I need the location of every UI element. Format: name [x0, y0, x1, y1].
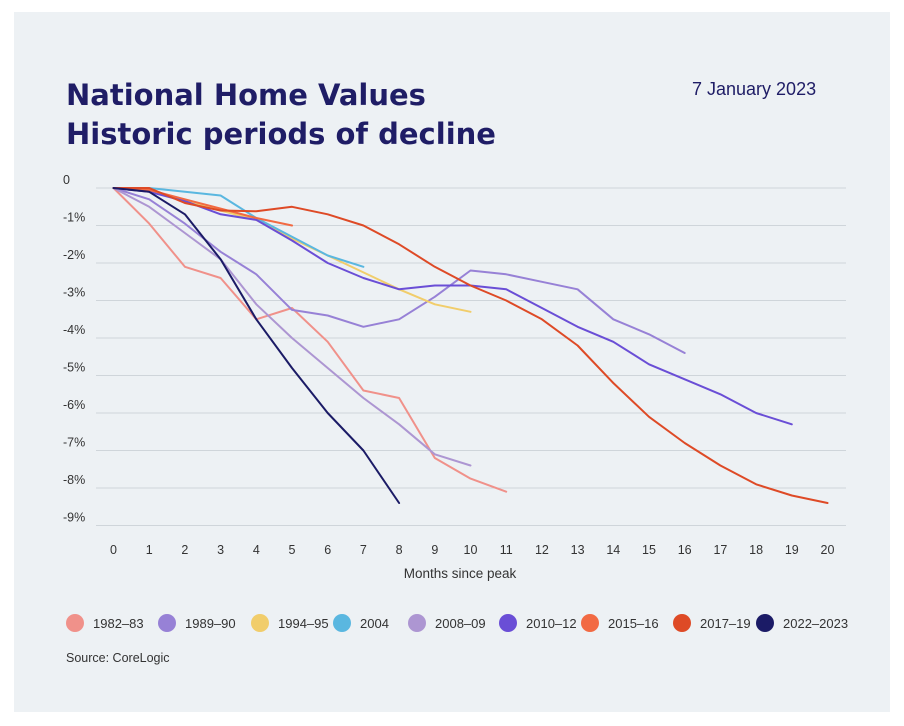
x-tick-label-4: 4: [253, 543, 260, 557]
x-tick-label-19: 19: [785, 543, 799, 557]
x-tick-label-12: 12: [535, 543, 549, 557]
x-tick-label-5: 5: [289, 543, 296, 557]
y-tick-label-7: -7%: [63, 436, 85, 450]
y-tick-label-2: -2%: [63, 248, 85, 262]
legend-label-1: 1989–90: [185, 615, 236, 631]
x-tick-label-14: 14: [606, 543, 620, 557]
chart-card: [14, 12, 890, 712]
legend-item-2: 1994–95: [251, 612, 329, 634]
legend-label-7: 2017–19: [700, 615, 751, 631]
chart-date: 7 January 2023: [692, 79, 817, 99]
y-tick-label-5: -5%: [63, 361, 85, 375]
legend-item-1: 1989–90: [158, 612, 236, 634]
chart-title: National Home Values Historic periods of…: [66, 76, 496, 154]
legend-label-6: 2015–16: [608, 615, 659, 631]
legend-swatch-7: [673, 614, 691, 632]
x-tick-label-16: 16: [678, 543, 692, 557]
legend-label-5: 2010–12: [526, 615, 577, 631]
x-tick-label-18: 18: [749, 543, 763, 557]
y-tick-label-3: -3%: [63, 286, 85, 300]
chart-legend: 1982–83 1989–90 1994–95 2004 2008–09 2010–12 2…: [66, 612, 886, 634]
series-line-8: [112, 187, 401, 504]
x-axis-label: Months since peak: [404, 566, 517, 581]
chart-title-line2: Historic periods of decline: [66, 117, 496, 151]
legend-swatch-2: [251, 614, 269, 632]
x-tick-label-7: 7: [360, 543, 367, 557]
legend-label-2: 1994–95: [278, 615, 329, 631]
legend-item-5: 2010–12: [499, 612, 577, 634]
x-tick-label-3: 3: [217, 543, 224, 557]
x-tick-label-13: 13: [571, 543, 585, 557]
legend-label-3: 2004: [360, 615, 389, 631]
legend-label-0: 1982–83: [93, 615, 144, 631]
legend-swatch-3: [333, 614, 351, 632]
x-tick-label-15: 15: [642, 543, 656, 557]
legend-item-3: 2004: [333, 612, 389, 634]
series-line-3: [112, 187, 365, 268]
y-tick-label-8: -8%: [63, 473, 85, 487]
series-line-6: [112, 187, 293, 227]
legend-item-7: 2017–19: [673, 612, 751, 634]
y-tick-label-9: -9%: [63, 511, 85, 525]
y-tick-label-4: -4%: [63, 323, 85, 337]
y-tick-label-6: -6%: [63, 398, 85, 412]
x-tick-label-6: 6: [324, 543, 331, 557]
legend-item-6: 2015–16: [581, 612, 659, 634]
legend-swatch-6: [581, 614, 599, 632]
legend-swatch-0: [66, 614, 84, 632]
legend-label-4: 2008–09: [435, 615, 486, 631]
legend-label-8: 2022–2023: [783, 615, 849, 631]
x-tick-label-0: 0: [110, 543, 117, 557]
series-line-7: [112, 187, 829, 504]
x-tick-label-20: 20: [821, 543, 835, 557]
x-tick-label-17: 17: [713, 543, 727, 557]
legend-swatch-5: [499, 614, 517, 632]
y-tick-label-1: -1%: [63, 211, 85, 225]
source-note: Source: CoreLogic: [66, 651, 170, 665]
series-line-0: [112, 187, 508, 493]
x-tick-label-11: 11: [500, 543, 513, 557]
x-tick-label-1: 1: [146, 543, 153, 557]
series-line-1: [112, 187, 686, 354]
series-line-4: [112, 187, 472, 467]
legend-item-0: 1982–83: [66, 612, 144, 634]
x-tick-label-9: 9: [431, 543, 438, 557]
legend-item-8: 2022–2023: [756, 612, 848, 634]
chart-title-line1: National Home Values: [66, 78, 426, 112]
series-line-5: [112, 187, 793, 426]
y-tick-label-0: 0: [63, 173, 70, 187]
legend-item-4: 2008–09: [408, 612, 486, 634]
legend-swatch-8: [756, 614, 774, 632]
legend-swatch-4: [408, 614, 426, 632]
x-tick-label-10: 10: [464, 543, 478, 557]
x-tick-label-2: 2: [181, 543, 188, 557]
x-tick-label-8: 8: [396, 543, 403, 557]
legend-swatch-1: [158, 614, 176, 632]
